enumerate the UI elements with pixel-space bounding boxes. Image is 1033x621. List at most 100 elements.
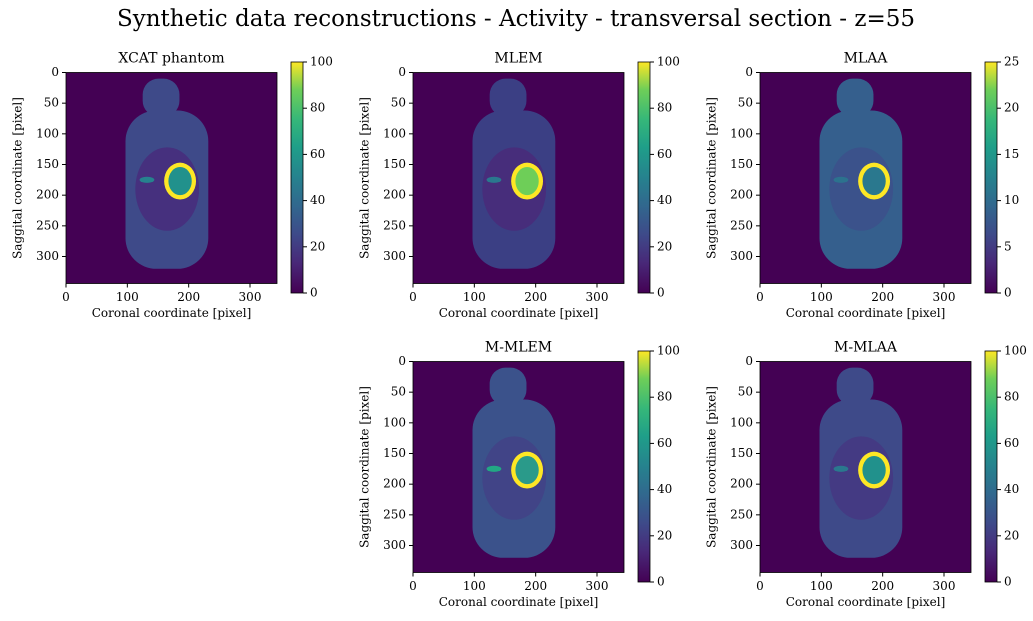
- x-tick-label: 0: [409, 579, 417, 593]
- x-tick-label: 100: [463, 290, 486, 304]
- colorbar-tick-label: 15: [1004, 147, 1019, 161]
- y-tick-label: 100: [383, 126, 406, 140]
- y-tick-label: 300: [730, 249, 753, 263]
- image-content: [472, 367, 556, 558]
- image-content: [819, 78, 903, 269]
- head: [489, 78, 527, 117]
- organ: [139, 176, 155, 183]
- colorbar-tick-label: 0: [310, 286, 318, 300]
- x-tick-label: 200: [177, 290, 200, 304]
- colorbar-tick-label: 40: [1004, 482, 1019, 496]
- panel-title: M-MLEM: [485, 340, 552, 356]
- heart: [515, 455, 539, 485]
- y-tick-label: 200: [383, 188, 406, 202]
- y-axis-label: Saggital coordinate [pixel]: [358, 386, 372, 548]
- colorbar-tick-label: 100: [1004, 344, 1027, 358]
- heart: [168, 166, 192, 196]
- image-frame: [65, 72, 278, 284]
- y-tick-label: 200: [383, 477, 406, 491]
- y-tick-label: 150: [383, 157, 406, 171]
- colorbar: [290, 61, 304, 294]
- y-tick-label: 0: [398, 354, 406, 368]
- y-tick-label: 0: [398, 65, 406, 79]
- y-tick-label: 250: [36, 218, 59, 232]
- x-tick-label: 200: [871, 290, 894, 304]
- heart: [862, 455, 886, 485]
- y-tick-label: 200: [730, 477, 753, 491]
- figure-title: Synthetic data reconstructions - Activit…: [117, 6, 915, 32]
- colorbar-tick-label: 20: [657, 528, 672, 542]
- colorbar-tick-label: 40: [657, 193, 672, 207]
- colorbar-tick-label: 80: [657, 390, 672, 404]
- y-tick-label: 300: [730, 538, 753, 552]
- colorbar-tick-label: 0: [657, 575, 665, 589]
- y-tick-label: 300: [36, 249, 59, 263]
- y-tick-label: 50: [738, 96, 753, 110]
- colorbar-tick-label: 0: [657, 286, 665, 300]
- y-tick-label: 300: [383, 538, 406, 552]
- x-tick-label: 200: [524, 579, 547, 593]
- colorbar-tick-label: 100: [310, 55, 333, 69]
- y-tick-label: 250: [383, 218, 406, 232]
- image-frame: [759, 361, 972, 573]
- y-tick-label: 200: [36, 188, 59, 202]
- colorbar-tick-label: 80: [657, 101, 672, 115]
- x-axis-label: Coronal coordinate [pixel]: [786, 306, 946, 320]
- y-tick-label: 0: [745, 65, 753, 79]
- colorbar-tick-label: 60: [1004, 436, 1019, 450]
- y-tick-label: 50: [391, 385, 406, 399]
- image-frame: [412, 72, 625, 284]
- y-tick-label: 250: [730, 507, 753, 521]
- organ: [833, 176, 849, 183]
- x-tick-label: 300: [239, 290, 262, 304]
- y-tick-label: 0: [51, 65, 59, 79]
- organ: [486, 465, 502, 472]
- image-content: [125, 78, 209, 269]
- y-tick-label: 150: [36, 157, 59, 171]
- colorbar-tick-label: 60: [657, 436, 672, 450]
- colorbar-tick-label: 60: [310, 147, 325, 161]
- organ: [486, 176, 502, 183]
- organ: [833, 465, 849, 472]
- colorbar-tick-label: 5: [1004, 239, 1012, 253]
- x-tick-label: 300: [586, 579, 609, 593]
- x-tick-label: 0: [62, 290, 70, 304]
- colorbar: [637, 350, 651, 583]
- y-tick-label: 150: [730, 157, 753, 171]
- x-axis-label: Coronal coordinate [pixel]: [92, 306, 252, 320]
- x-tick-label: 100: [463, 579, 486, 593]
- head: [489, 367, 527, 406]
- colorbar: [984, 61, 998, 294]
- x-tick-label: 100: [810, 290, 833, 304]
- head: [836, 367, 874, 406]
- colorbar-tick-label: 0: [1004, 575, 1012, 589]
- colorbar: [984, 350, 998, 583]
- heart: [515, 166, 539, 196]
- colorbar-tick-label: 80: [310, 101, 325, 115]
- y-tick-label: 100: [730, 126, 753, 140]
- image-frame: [759, 72, 972, 284]
- y-axis-label: Saggital coordinate [pixel]: [358, 97, 372, 259]
- colorbar-tick-label: 100: [657, 344, 680, 358]
- panel-title: MLEM: [494, 51, 542, 67]
- colorbar: [637, 61, 651, 294]
- colorbar-tick-label: 60: [657, 147, 672, 161]
- image-content: [472, 78, 556, 269]
- x-tick-label: 300: [586, 290, 609, 304]
- y-tick-label: 50: [738, 385, 753, 399]
- heart: [862, 166, 886, 196]
- y-axis-label: Saggital coordinate [pixel]: [11, 97, 25, 259]
- colorbar-tick-label: 100: [657, 55, 680, 69]
- colorbar-tick-label: 20: [1004, 101, 1019, 115]
- x-tick-label: 100: [810, 579, 833, 593]
- y-tick-label: 100: [36, 126, 59, 140]
- colorbar-tick-label: 80: [1004, 390, 1019, 404]
- image-frame: [412, 361, 625, 573]
- colorbar-tick-label: 10: [1004, 193, 1019, 207]
- y-tick-label: 50: [391, 96, 406, 110]
- colorbar-tick-label: 20: [310, 239, 325, 253]
- y-tick-label: 250: [730, 218, 753, 232]
- x-axis-label: Coronal coordinate [pixel]: [786, 595, 946, 609]
- x-tick-label: 200: [524, 290, 547, 304]
